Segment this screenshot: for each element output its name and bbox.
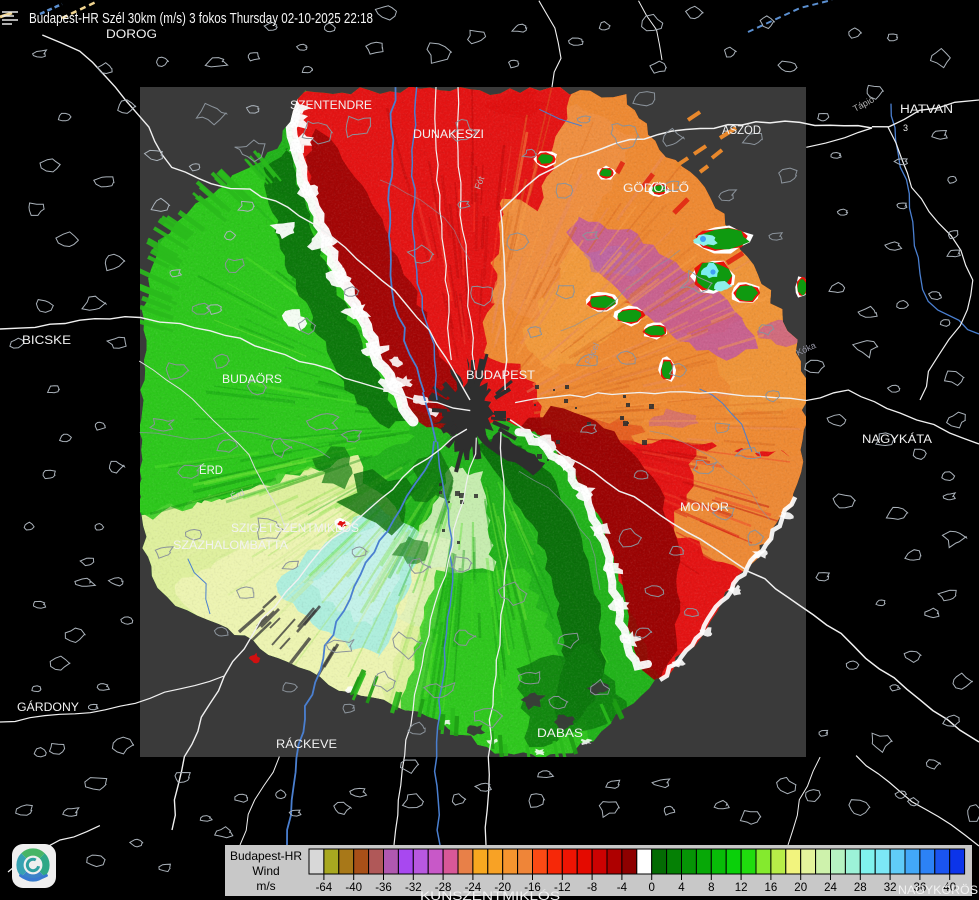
- svg-text:DABAS: DABAS: [537, 728, 583, 740]
- svg-text:GÖDÖLLŐ: GÖDÖLLŐ: [623, 181, 689, 195]
- svg-text:28: 28: [854, 882, 867, 894]
- svg-text:SZÁZHALOMBATTA: SZÁZHALOMBATTA: [173, 539, 288, 552]
- svg-text:Budapest-HR Szél 30km (m/s) 3: Budapest-HR Szél 30km (m/s) 3 fokos Thur…: [29, 10, 373, 27]
- svg-text:-40: -40: [345, 882, 362, 894]
- svg-text:KUNSZENTMIKLÓS: KUNSZENTMIKLÓS: [420, 888, 560, 900]
- svg-text:-36: -36: [375, 882, 392, 894]
- svg-text:16: 16: [765, 882, 778, 894]
- svg-text:32: 32: [884, 882, 897, 894]
- svg-text:m/s: m/s: [256, 879, 275, 893]
- svg-text:-8: -8: [587, 882, 597, 894]
- svg-text:HATVAN: HATVAN: [900, 104, 953, 116]
- svg-text:4: 4: [678, 882, 685, 894]
- svg-text:BICSKE: BICSKE: [22, 335, 71, 347]
- svg-text:3: 3: [903, 123, 908, 133]
- svg-text:36: 36: [914, 882, 927, 894]
- svg-text:BUDAPEST: BUDAPEST: [466, 370, 535, 382]
- svg-text:Wind: Wind: [252, 864, 279, 878]
- svg-text:RÁCKEVE: RÁCKEVE: [276, 738, 337, 751]
- svg-text:12: 12: [735, 882, 748, 894]
- svg-text:Budapest-HR: Budapest-HR: [230, 849, 302, 863]
- svg-text:-4: -4: [617, 882, 628, 894]
- svg-text:MONOR: MONOR: [680, 502, 729, 514]
- svg-text:DOROG: DOROG: [106, 29, 157, 41]
- svg-text:-24: -24: [465, 882, 482, 894]
- svg-text:GÁRDONY: GÁRDONY: [17, 701, 79, 714]
- svg-text:NAGYKŐRÖS: NAGYKŐRÖS: [898, 882, 978, 897]
- svg-text:0: 0: [648, 882, 654, 894]
- svg-text:ASZÓD: ASZÓD: [722, 124, 761, 137]
- svg-text:BUDAÖRS: BUDAÖRS: [222, 374, 282, 386]
- svg-text:Érd: Érd: [229, 487, 246, 502]
- svg-text:-32: -32: [405, 882, 422, 894]
- svg-text:-12: -12: [554, 882, 571, 894]
- svg-text:DUNAKESZI: DUNAKESZI: [413, 129, 484, 141]
- svg-text:SZIGETSZENTMIKLÓS: SZIGETSZENTMIKLÓS: [231, 522, 359, 535]
- svg-text:SZENTENDRE: SZENTENDRE: [290, 100, 372, 112]
- svg-text:8: 8: [708, 882, 714, 894]
- svg-text:Fót: Fót: [472, 175, 486, 191]
- svg-text:-16: -16: [524, 882, 541, 894]
- svg-text:-20: -20: [494, 882, 511, 894]
- svg-text:24: 24: [824, 882, 837, 894]
- svg-text:-28: -28: [435, 882, 452, 894]
- svg-text:40: 40: [943, 882, 956, 894]
- svg-text:-64: -64: [316, 882, 333, 894]
- svg-text:20: 20: [794, 882, 807, 894]
- svg-text:NAGYKÁTA: NAGYKÁTA: [862, 433, 932, 446]
- svg-text:ÉRD: ÉRD: [199, 464, 223, 477]
